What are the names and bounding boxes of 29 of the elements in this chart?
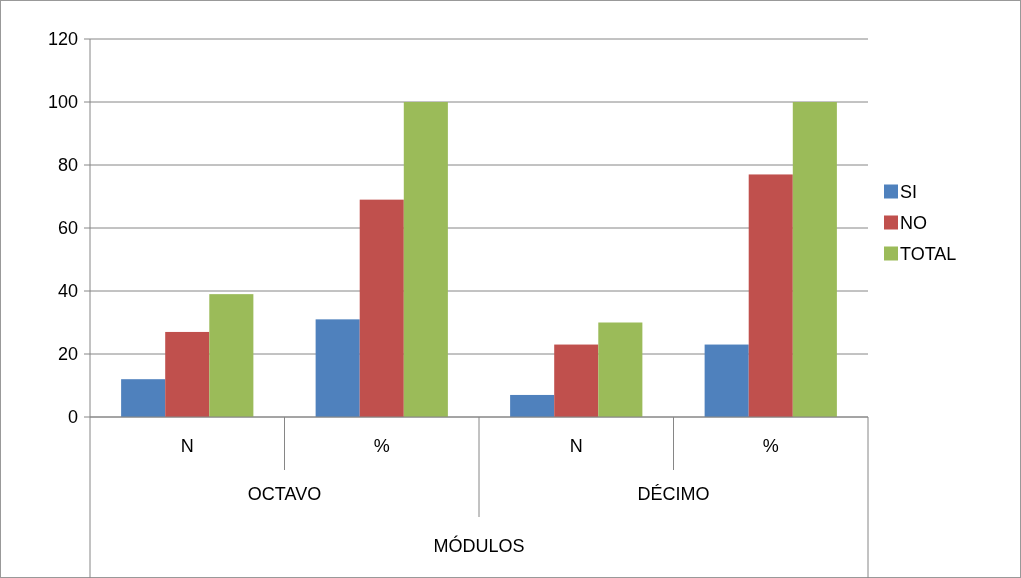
bar [359,199,404,417]
legend-label: SI [900,181,918,202]
legend-label: NO [900,212,927,233]
bar [792,102,837,417]
bar [121,379,166,417]
bar [165,331,210,417]
bar [598,322,643,417]
y-tick-label: 0 [67,407,78,428]
y-tick-label: 40 [57,281,78,302]
x-axis-title: MÓDULOS [433,535,525,556]
y-tick-label: 60 [57,218,78,239]
bar [403,102,448,417]
bar [554,344,599,417]
bar [315,319,360,417]
text: DÉCIMO [637,484,710,504]
y-tick-label: 120 [47,29,78,50]
bar [704,344,749,417]
x-tick-label: N [180,436,194,456]
bar [209,294,254,417]
text: OCTAVO [247,484,322,504]
bar [748,174,793,417]
bar [510,394,555,417]
legend-label: TOTAL [900,243,957,264]
y-tick-label: 100 [47,92,78,113]
x-tick-label: % [762,436,779,456]
x-tick-label: N [569,436,583,456]
y-tick-label: 80 [57,155,78,176]
y-tick-label: 20 [57,344,78,365]
x-tick-label: % [373,436,390,456]
